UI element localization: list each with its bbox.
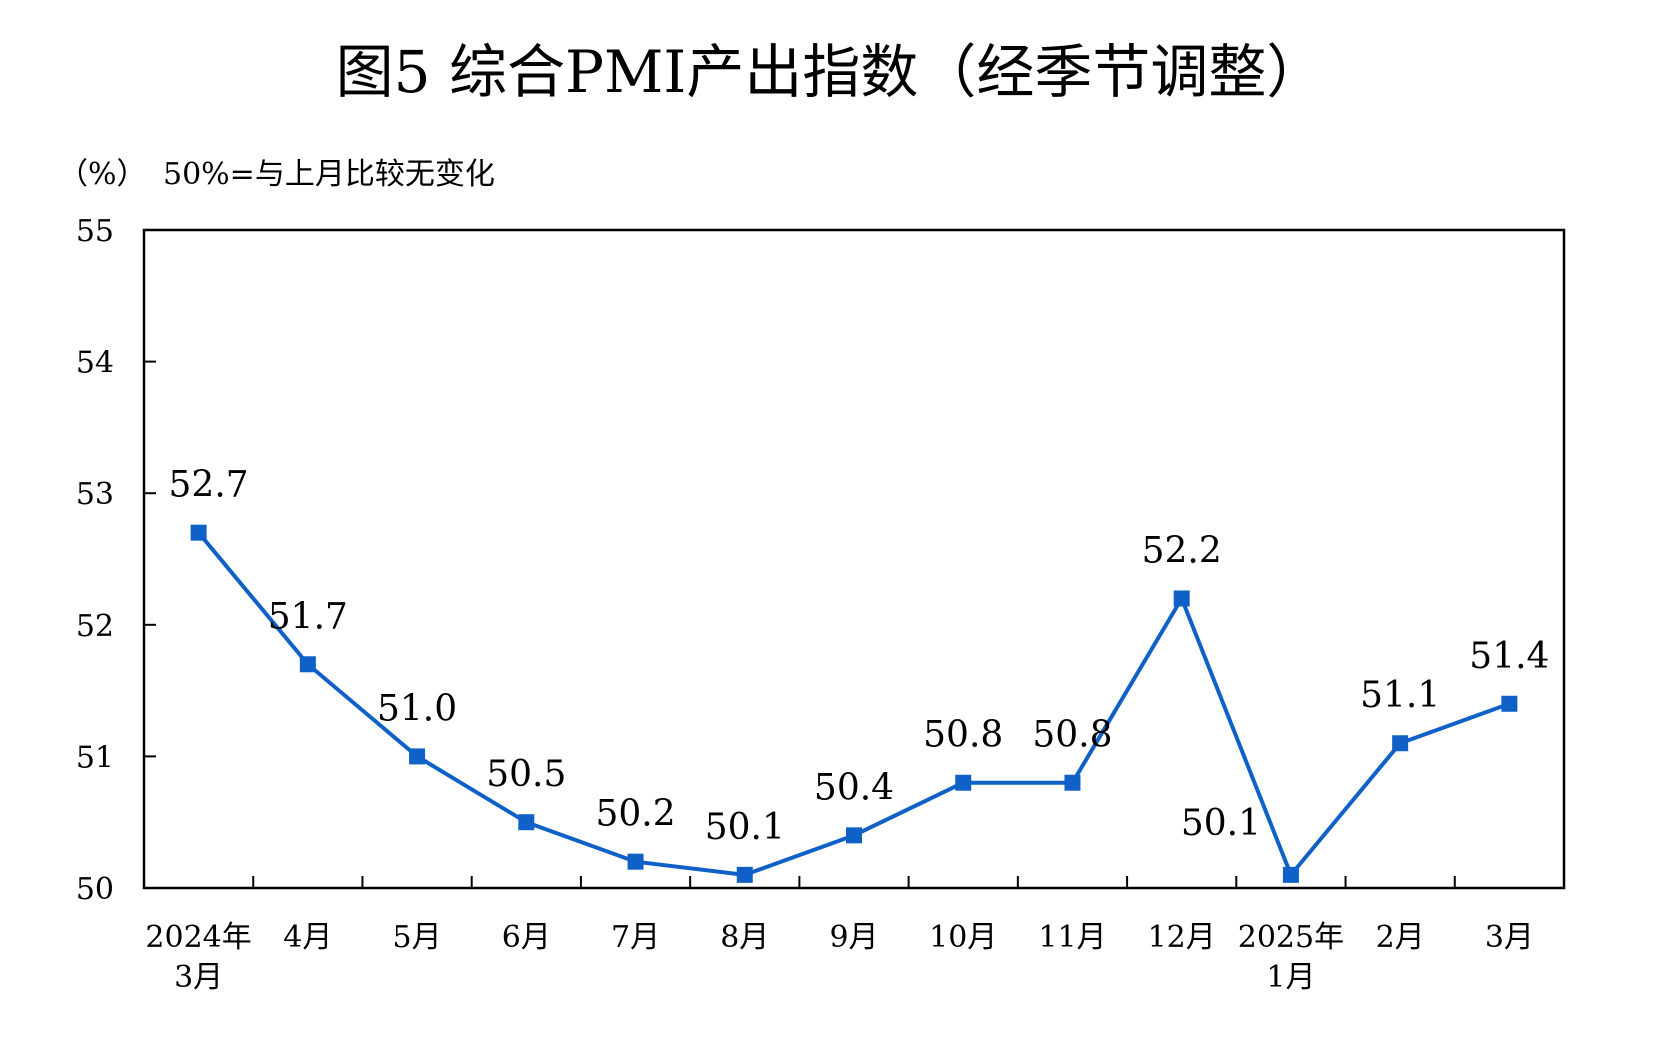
baseline-note: 50%=与上月比较无变化	[163, 157, 495, 192]
y-tick-label: 53	[76, 477, 114, 512]
data-point-marker	[1064, 774, 1081, 791]
data-label: 50.5	[486, 754, 566, 795]
series-layer: 52.7 51.7 51.0 50.5 50.2 50.1 50.4 50.8 50.8 52.2…	[169, 465, 1549, 883]
data-point-marker	[1392, 735, 1409, 752]
data-point-marker	[736, 866, 753, 883]
data-point-marker	[1501, 695, 1518, 712]
y-tick-label: 50	[76, 872, 114, 907]
x-tick-label: 1月	[1266, 960, 1315, 995]
y-tick-label: 54	[76, 346, 114, 381]
data-label: 50.1	[1181, 803, 1261, 844]
data-point-marker	[1282, 866, 1299, 883]
chart-title: 图5 综合PMI产出指数（经季节调整）	[336, 38, 1325, 106]
data-point-marker	[190, 524, 207, 541]
data-label: 51.4	[1469, 636, 1549, 677]
x-tick-label: 3月	[174, 960, 223, 995]
data-label: 50.8	[1032, 715, 1112, 756]
y-tick-label: 52	[76, 609, 114, 644]
data-label: 50.1	[705, 807, 785, 848]
data-label: 52.7	[169, 465, 249, 506]
x-tick-label: 8月	[720, 920, 769, 955]
data-label: 50.2	[595, 794, 675, 835]
x-tick-label: 4月	[283, 920, 332, 955]
data-point-marker	[409, 748, 426, 765]
data-label: 51.0	[377, 688, 457, 729]
data-point-marker	[846, 827, 862, 844]
y-tick-label: 55	[76, 214, 114, 249]
data-label: 52.2	[1142, 530, 1222, 571]
x-tick-label: 10月	[929, 920, 997, 955]
x-tick-label: 2025年	[1238, 920, 1344, 955]
x-tick-label: 5月	[393, 920, 442, 955]
x-tick-label: 11月	[1038, 920, 1106, 955]
y-unit-label: （%）	[58, 157, 147, 192]
x-tick-label: 3月	[1485, 920, 1534, 955]
x-tick-label: 2月	[1376, 920, 1425, 955]
y-axis: 50 51 52 53 54 55	[76, 214, 156, 907]
data-label: 50.8	[923, 715, 1003, 756]
data-label: 51.1	[1360, 675, 1440, 716]
data-point-marker	[955, 774, 972, 791]
data-point-marker	[299, 656, 316, 673]
plot-area-frame	[142, 228, 1566, 890]
x-tick-label: 7月	[611, 920, 660, 955]
data-label: 50.4	[814, 767, 894, 808]
data-point-marker	[1173, 590, 1190, 607]
x-tick-label: 9月	[829, 920, 878, 955]
x-tick-label: 12月	[1148, 920, 1216, 955]
data-point-marker	[518, 814, 535, 831]
x-axis: 2024年 3月 4月 5月 6月 7月 8月 9月 10月 11月 12月 2025年 1月 2月 3月	[145, 876, 1534, 995]
x-tick-label: 2024年	[145, 920, 251, 955]
x-tick-label: 6月	[502, 920, 551, 955]
y-tick-label: 51	[76, 740, 114, 775]
data-label: 51.7	[268, 596, 348, 637]
data-point-marker	[627, 853, 644, 870]
